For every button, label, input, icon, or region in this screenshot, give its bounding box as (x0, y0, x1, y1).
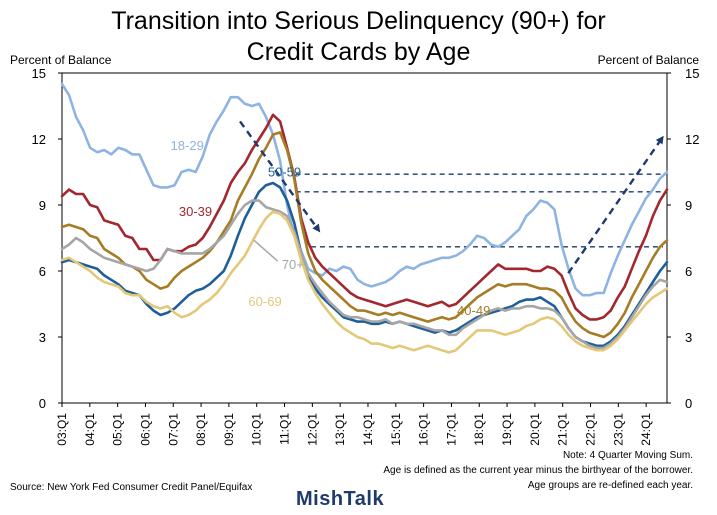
y-tick-label-right-15: 15 (685, 66, 699, 81)
plot-frame (61, 72, 668, 404)
y-tick-label-left-15: 15 (32, 66, 46, 81)
up-arrow (567, 135, 664, 274)
series-line-60-69 (60, 210, 669, 354)
x-tick-label-13:Q1: 13:Q1 (333, 413, 347, 446)
x-tick-label-18:Q1: 18:Q1 (472, 413, 486, 446)
axes: 0 0 3 3 6 6 9 9 12 12 15 15 03:Q1 04:Q1 05:Q1 06:Q1 07:Q… (32, 66, 700, 446)
series-label-40-49: 40-49 (457, 303, 490, 318)
y-tick-label-right-9: 9 (685, 198, 692, 213)
x-tick-label-07:Q1: 07:Q1 (166, 413, 180, 446)
y-tick-label-left-3: 3 (39, 330, 46, 345)
series-labels: 18-29 30-39 50-59 70+ 60-69 40-49 (171, 138, 491, 318)
x-tick-label-17:Q1: 17:Q1 (444, 413, 458, 446)
y-axis-label-left: Percent of Balance (10, 53, 112, 67)
source-note: Source: New York Fed Consumer Credit Pan… (10, 482, 253, 493)
x-tick-label-08:Q1: 08:Q1 (194, 413, 208, 446)
x-tick-label-22:Q1: 22:Q1 (584, 413, 598, 446)
y-tick-label-right-3: 3 (685, 330, 692, 345)
x-tick-label-10:Q1: 10:Q1 (250, 413, 264, 446)
x-tick-label-03:Q1: 03:Q1 (55, 413, 69, 446)
x-tick-label-05:Q1: 05:Q1 (111, 413, 125, 446)
x-tick-label-23:Q1: 23:Q1 (611, 413, 625, 446)
series-label-60-69: 60-69 (248, 294, 281, 309)
x-tick-label-09:Q1: 09:Q1 (222, 413, 236, 446)
chart-title: Transition into Serious Delinquency (90+… (0, 6, 717, 68)
y-tick-label-right-0: 0 (685, 396, 692, 411)
down-arrow (239, 120, 321, 233)
x-tick-label-11:Q1: 11:Q1 (278, 413, 292, 445)
x-tick-label-20:Q1: 20:Q1 (528, 413, 542, 446)
series-line-70+ (60, 199, 669, 350)
series-label-leader-70plus (253, 239, 279, 262)
x-tick-label-15:Q1: 15:Q1 (389, 413, 403, 446)
x-tick-label-12:Q1: 12:Q1 (305, 413, 319, 446)
series-line-40-49 (60, 131, 669, 339)
x-tick-label-21:Q1: 21:Q1 (556, 413, 570, 446)
line-chart: 0 0 3 3 6 6 9 9 12 12 15 15 03:Q1 04:Q1 05:Q1 06:Q1 07:Q… (32, 66, 700, 446)
x-tick-label-16:Q1: 16:Q1 (417, 413, 431, 446)
y-tick-label-right-6: 6 (685, 264, 692, 279)
series-label-18-29: 18-29 (171, 138, 204, 153)
y-tick-label-left-0: 0 (39, 396, 46, 411)
brand-logo: MishTalk (296, 488, 385, 510)
y-tick-label-left-12: 12 (32, 132, 46, 147)
trend-arrows (239, 120, 664, 274)
series-label-70+: 70+ (282, 257, 304, 272)
x-tick-label-19:Q1: 19:Q1 (500, 413, 514, 446)
x-tick-label-24:Q1: 24:Q1 (639, 413, 653, 446)
series-label-30-39: 30-39 (179, 204, 212, 219)
note-age-definition: Age is defined as the current year minus… (383, 465, 693, 476)
x-tick-label-14:Q1: 14:Q1 (361, 413, 375, 446)
series-line-18-29 (60, 82, 669, 297)
series-lines (60, 82, 669, 354)
note-moving-sum: Note: 4 Quarter Moving Sum. (562, 450, 693, 461)
series-label-50-59: 50-59 (268, 164, 301, 179)
y-tick-label-left-9: 9 (39, 198, 46, 213)
y-tick-label-right-12: 12 (685, 132, 699, 147)
note-age-groups: Age groups are re-defined each year. (527, 480, 693, 491)
reference-lines (295, 173, 663, 248)
y-axis-label-right: Percent of Balance (597, 53, 699, 67)
chart-title-line-1: Transition into Serious Delinquency (90+… (111, 7, 606, 35)
x-tick-label-06:Q1: 06:Q1 (138, 413, 152, 446)
chart-title-line-2: Credit Cards by Age (246, 38, 471, 66)
x-tick-label-04:Q1: 04:Q1 (83, 413, 97, 446)
y-tick-label-left-6: 6 (39, 264, 46, 279)
